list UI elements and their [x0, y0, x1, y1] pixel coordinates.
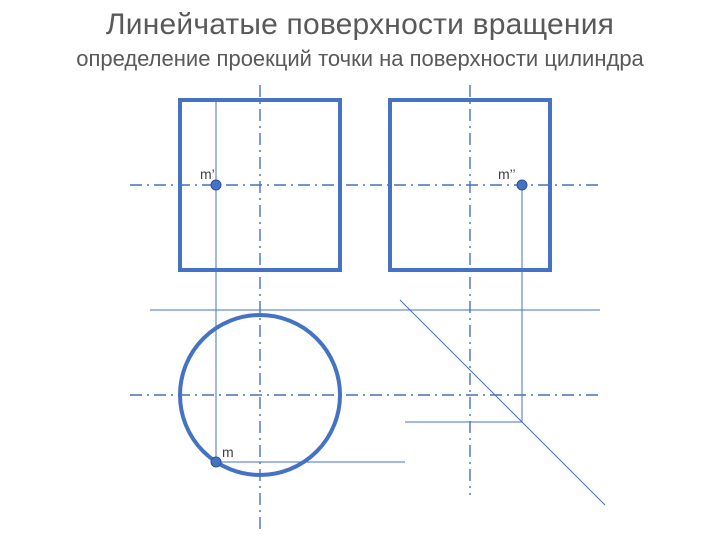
- construction-line-3: [400, 300, 605, 505]
- point-label-m_dprime: m’’: [498, 166, 516, 182]
- point-label-m_prime: m’: [200, 166, 215, 182]
- point-m_dprime: [517, 180, 527, 190]
- technical-diagram: [0, 0, 720, 540]
- point-label-m: m: [222, 444, 234, 460]
- point-m: [211, 457, 221, 467]
